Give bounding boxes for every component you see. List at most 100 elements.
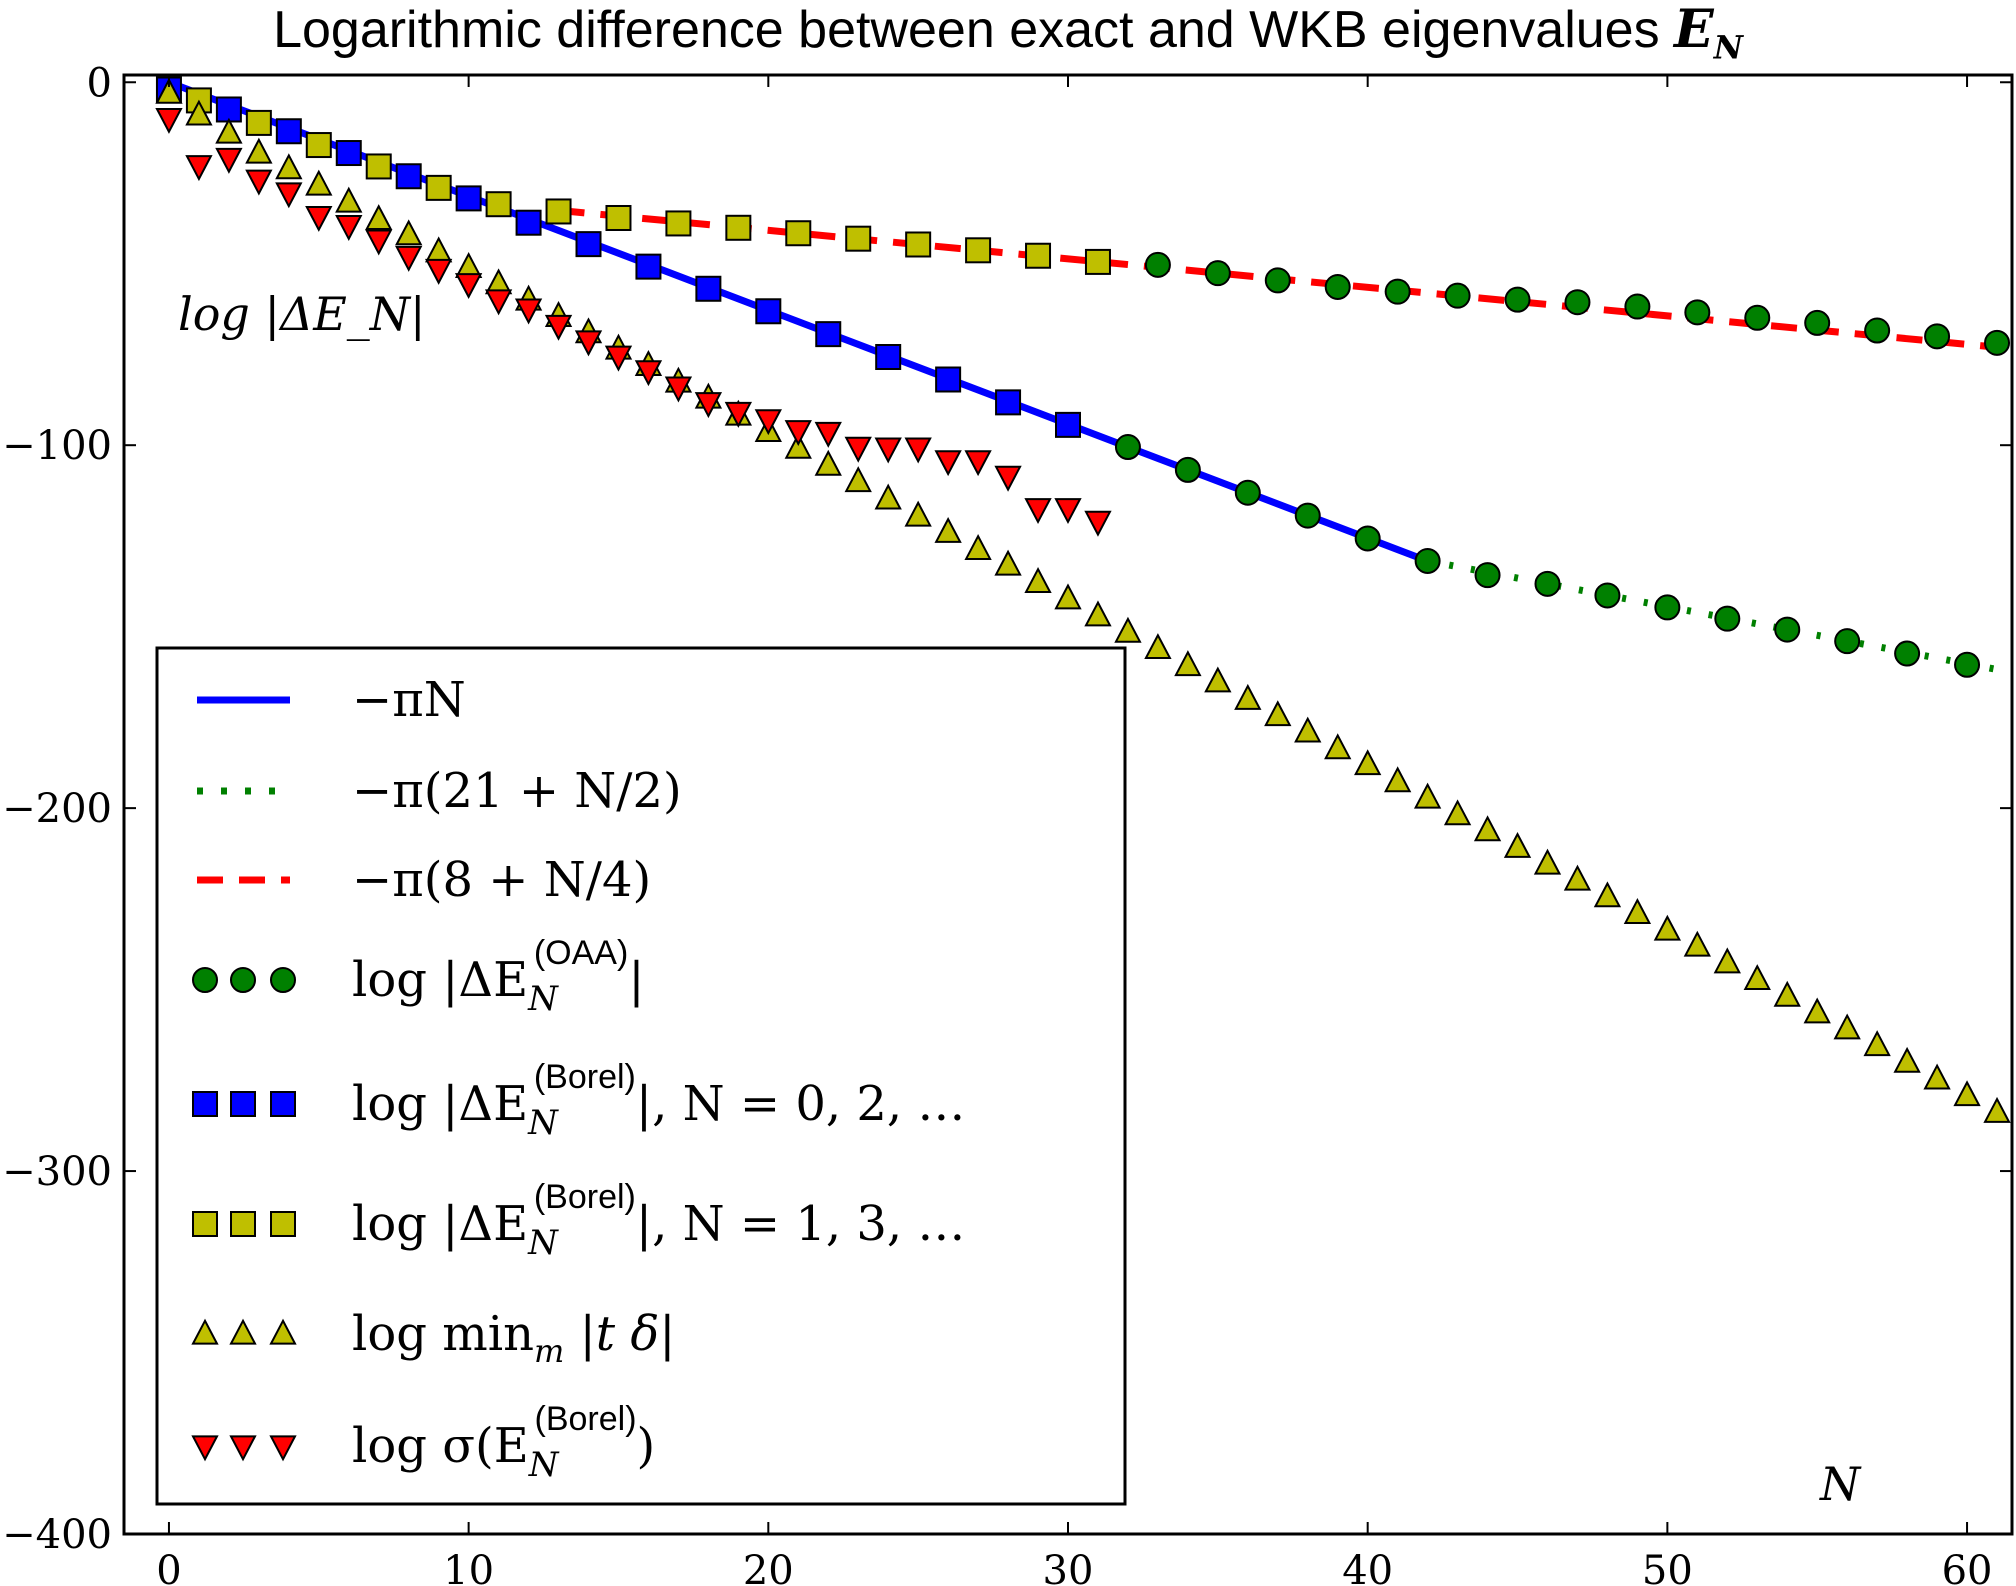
triangle-down-marker xyxy=(844,436,872,463)
triangle-down-marker xyxy=(724,401,753,428)
x-tick-label: 0 xyxy=(156,1548,181,1586)
triangle-up-marker xyxy=(229,1318,257,1345)
triangle-down-marker xyxy=(215,147,243,174)
triangle-up-marker xyxy=(185,99,213,126)
circle-marker xyxy=(1714,605,1741,632)
triangle-up-marker xyxy=(1294,716,1322,743)
triangle-up-marker xyxy=(1324,733,1352,760)
legend-entry-line_piN: −πN xyxy=(197,672,466,728)
triangle-down-marker xyxy=(365,229,393,256)
triangle-down-marker xyxy=(664,376,693,403)
triangle-up-marker xyxy=(1054,583,1082,610)
triangle-up-marker xyxy=(1443,799,1472,826)
triangle-up-marker xyxy=(1983,1096,2011,1123)
square-marker xyxy=(192,1211,218,1237)
triangle-down-marker xyxy=(305,205,333,232)
square-marker xyxy=(230,1211,256,1237)
ylabel-annotation: log |ΔE_N| xyxy=(178,287,426,341)
triangle-down-marker xyxy=(1054,498,1082,525)
square-marker xyxy=(245,109,272,136)
triangle-down-marker xyxy=(754,409,782,436)
square-marker xyxy=(192,1091,218,1117)
legend-label-borel_even: log |ΔEN (Borel)|, N = 0, 2, … xyxy=(352,1058,965,1143)
square-marker xyxy=(335,140,362,167)
triangle-down-marker xyxy=(964,450,992,477)
square-marker xyxy=(665,210,692,237)
legend-label-main: −πN xyxy=(352,672,466,728)
triangle-up-marker xyxy=(1024,567,1052,593)
legend-label-line_piN: −πN xyxy=(352,672,466,728)
square-marker xyxy=(545,198,572,225)
y-tick-label: −300 xyxy=(2,1149,112,1195)
legend-label-sub: N xyxy=(528,1445,560,1485)
legend-label-sup: (Borel) xyxy=(535,1400,637,1438)
x-tick-label: 40 xyxy=(1342,1548,1393,1586)
square-marker xyxy=(395,163,422,190)
triangle-up-marker xyxy=(934,516,962,543)
triangle-up-marker xyxy=(215,117,243,144)
square-marker xyxy=(270,1211,296,1237)
legend-label-main: log min xyxy=(352,1306,534,1362)
circle-marker xyxy=(1414,547,1441,574)
circle-marker xyxy=(1774,616,1801,643)
chart-title-symbol: EN xyxy=(1674,0,1743,67)
triangle-up-marker xyxy=(275,153,303,180)
square-marker xyxy=(785,220,812,247)
circle-marker xyxy=(192,967,218,993)
circle-marker xyxy=(1894,640,1921,667)
legend-label-borel_odd: log |ΔEN (Borel)|, N = 1, 3, … xyxy=(352,1178,965,1263)
square-marker xyxy=(935,366,962,393)
circle-marker xyxy=(1984,329,2011,356)
series-borel_even xyxy=(155,76,1081,438)
triangle-down-marker xyxy=(395,245,423,272)
legend-label-rest: | xyxy=(628,952,644,1008)
triangle-down-marker xyxy=(574,330,603,357)
legend-entry-min_t: log minm |t δ| xyxy=(191,1306,675,1370)
triangle-up-marker xyxy=(994,549,1022,576)
circle-marker xyxy=(1864,317,1891,344)
circle-marker xyxy=(1474,562,1501,589)
circle-marker xyxy=(1234,479,1261,506)
square-marker xyxy=(605,204,632,231)
legend-label-main: −π(21 + N/2) xyxy=(352,763,682,819)
triangle-up-marker xyxy=(1863,1030,1891,1057)
chart-title: Logarithmic difference between exact and… xyxy=(0,0,2016,77)
legend-label-sup: (Borel) xyxy=(534,1058,636,1096)
legend-label-line_21: −π(21 + N/2) xyxy=(352,763,682,819)
triangle-up-marker xyxy=(425,236,453,263)
square-marker xyxy=(230,1091,256,1117)
square-marker xyxy=(1055,411,1081,438)
legend-label-sub: N xyxy=(527,979,559,1019)
square-marker xyxy=(575,231,602,258)
circle-marker xyxy=(230,967,256,993)
triangle-up-marker xyxy=(1473,815,1502,842)
x-tick-label: 30 xyxy=(1043,1548,1094,1586)
legend-label-min_t: log minm |t δ| xyxy=(352,1306,675,1370)
legend-label-sub: m xyxy=(534,1332,564,1370)
triangle-down-marker xyxy=(275,182,303,209)
triangle-up-marker xyxy=(395,219,423,246)
triangle-up-marker xyxy=(1383,766,1412,793)
legend-label-sup: (Borel) xyxy=(534,1178,636,1216)
triangle-down-marker xyxy=(814,421,842,448)
triangle-up-marker xyxy=(1503,831,1532,858)
triangle-down-marker xyxy=(904,437,932,464)
square-marker xyxy=(725,214,752,241)
circle-marker xyxy=(1294,502,1321,529)
triangle-down-marker xyxy=(425,258,453,285)
triangle-down-marker xyxy=(155,107,183,134)
triangle-up-marker xyxy=(1114,616,1142,643)
circle-marker xyxy=(1654,594,1681,621)
legend-entry-sigma: log σ(EN (Borel)) xyxy=(191,1400,655,1485)
square-marker xyxy=(755,298,782,325)
triangle-up-marker xyxy=(1713,947,1741,974)
circle-marker xyxy=(270,967,296,993)
square-marker xyxy=(305,132,332,159)
circle-marker xyxy=(1804,309,1831,336)
square-marker xyxy=(875,344,902,371)
triangle-down-marker xyxy=(694,392,723,419)
triangle-up-marker xyxy=(1803,997,1831,1024)
triangle-up-marker xyxy=(844,466,872,493)
triangle-down-marker xyxy=(544,314,573,341)
square-marker xyxy=(365,153,392,180)
